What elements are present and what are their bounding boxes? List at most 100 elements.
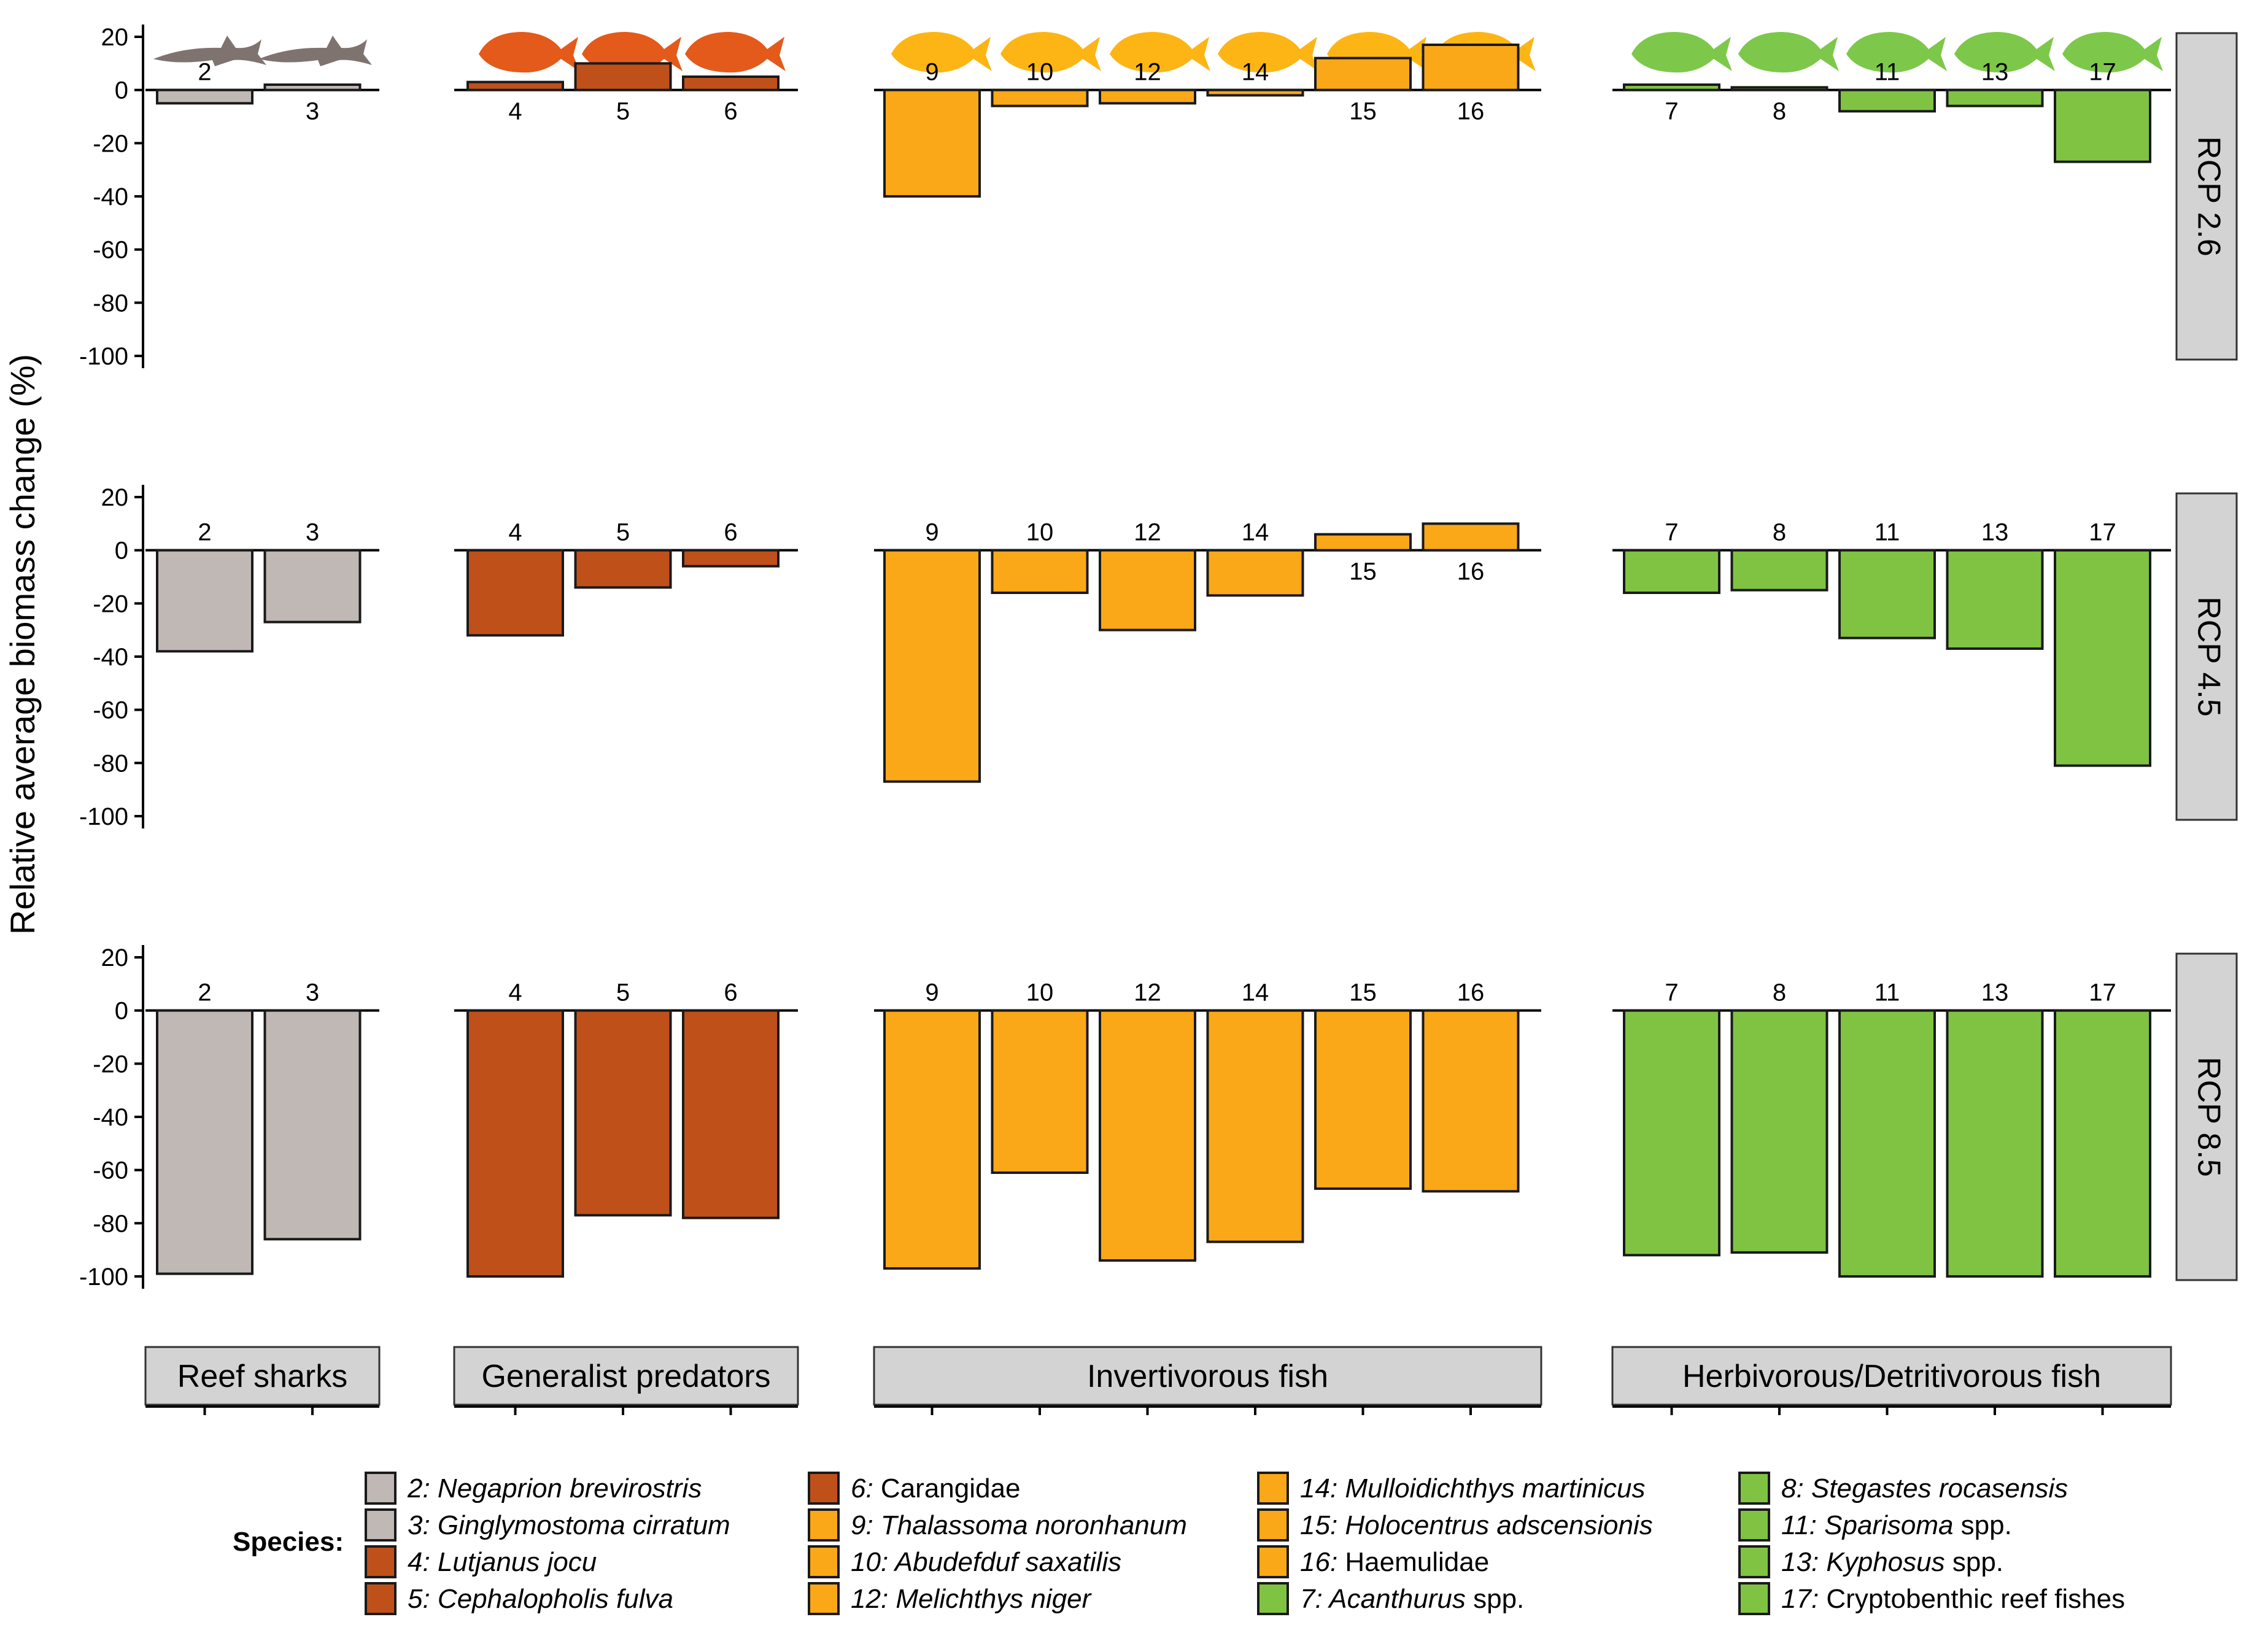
legend-label-3: 3: Ginglymostoma cirratum <box>408 1510 730 1540</box>
bar-species-16 <box>1422 43 1520 91</box>
group-label: Generalist predators <box>481 1359 770 1394</box>
bar-label-5: 5 <box>616 519 630 546</box>
fish-icon <box>1110 32 1210 73</box>
bar-species-17 <box>2054 1009 2151 1278</box>
bar-label-11: 11 <box>1875 519 1900 546</box>
y-tick-label: -100 <box>79 803 128 830</box>
y-tick-label: -20 <box>93 590 128 617</box>
facet-strip <box>2175 32 2238 361</box>
legend-label-9: 9: Thalassoma noronhanum <box>851 1510 1187 1540</box>
bar-label-3: 3 <box>306 979 319 1006</box>
legend-label-4: 4: Lutjanus jocu <box>408 1547 597 1577</box>
bar-species-7 <box>1623 549 1720 594</box>
facet-label: RCP 4.5 <box>2191 596 2226 717</box>
legend-label-17: 17: Cryptobenthic reef fishes <box>1781 1584 2125 1614</box>
bar-species-3 <box>263 549 362 623</box>
bar-species-7 <box>1623 83 1720 91</box>
bar-label-3: 3 <box>306 519 319 546</box>
legend-label-13: 13: Kyphosus spp. <box>1781 1547 2003 1577</box>
legend-label-12: 12: Melichthys niger <box>851 1584 1093 1614</box>
bar-species-15 <box>1314 533 1412 552</box>
bar-species-17 <box>2054 88 2151 163</box>
legend-key-9 <box>808 1508 840 1542</box>
bar-species-13 <box>1946 1009 2044 1278</box>
bar-species-10 <box>991 88 1089 107</box>
y-tick-label: -20 <box>93 130 128 157</box>
group-strip <box>144 1346 381 1406</box>
legend-label-5: 5: Cephalopholis fulva <box>408 1584 673 1614</box>
y-tick-label: -60 <box>93 237 128 264</box>
bar-label-9: 9 <box>925 519 938 546</box>
bar-species-11 <box>1838 549 1936 639</box>
bar-label-8: 8 <box>1773 519 1786 546</box>
bar-species-14 <box>1206 1009 1304 1243</box>
fish-icon <box>479 32 579 73</box>
y-tick-label: 20 <box>101 24 129 51</box>
bar-species-2 <box>156 88 253 105</box>
bar-species-2 <box>156 549 253 653</box>
group-label: Invertivorous fish <box>1087 1359 1328 1394</box>
bar-species-6 <box>682 549 780 568</box>
y-tick-label: 20 <box>101 944 129 971</box>
bar-species-8 <box>1730 1009 1828 1254</box>
legend-key-2 <box>365 1472 397 1505</box>
bar-species-8 <box>1730 86 1828 91</box>
bar-label-9: 9 <box>925 59 938 86</box>
bar-species-12 <box>1099 549 1196 631</box>
legend-key-12 <box>808 1582 840 1615</box>
y-tick-label: -20 <box>93 1051 128 1078</box>
bar-species-16 <box>1422 522 1520 552</box>
bar-label-8: 8 <box>1773 979 1786 1006</box>
bar-label-13: 13 <box>1981 519 2009 546</box>
bar-label-5: 5 <box>616 979 630 1006</box>
legend-key-16 <box>1257 1545 1289 1578</box>
legend-label-15: 15: Holocentrus adscensionis <box>1300 1510 1653 1540</box>
bar-label-14: 14 <box>1242 979 1269 1006</box>
bar-species-14 <box>1206 88 1304 97</box>
y-tick-label: -60 <box>93 697 128 724</box>
legend-label-8: 8: Stegastes rocasensis <box>1781 1473 2068 1503</box>
panel-rcp-4-5: 20 0 -20 -40 -60 -80 -100 2 3 4 5 6 9 10 12 14 15 16 7 8 11 1… <box>79 484 2238 830</box>
bar-species-10 <box>991 1009 1089 1174</box>
bar-species-13 <box>1946 549 2044 650</box>
bar-label-10: 10 <box>1026 519 1054 546</box>
y-tick-label: 0 <box>115 77 128 104</box>
bar-species-4 <box>466 549 564 637</box>
bar-label-14: 14 <box>1242 519 1269 546</box>
y-tick-label: -40 <box>93 1104 128 1131</box>
y-tick-label: -40 <box>93 644 128 671</box>
bar-label-10: 10 <box>1026 979 1054 1006</box>
bar-species-2 <box>156 1009 253 1275</box>
fish-icon <box>1218 32 1318 73</box>
y-tick-label: -80 <box>93 290 128 317</box>
fish-icon <box>1846 32 1947 73</box>
group-label: Reef sharks <box>177 1359 347 1394</box>
legend-label-14: 14: Mulloidichthys martinicus <box>1300 1473 1645 1503</box>
legend-label-7: 7: Acanthurus spp. <box>1300 1584 1524 1614</box>
bar-species-4 <box>466 80 564 91</box>
bar-label-3: 3 <box>306 98 319 125</box>
bar-label-7: 7 <box>1665 98 1678 125</box>
legend-key-5 <box>365 1582 397 1615</box>
bar-label-17: 17 <box>2089 979 2116 1006</box>
facet-label: RCP 8.5 <box>2191 1057 2226 1177</box>
facet-label: RCP 2.6 <box>2191 136 2226 257</box>
facet-strip <box>2175 492 2238 821</box>
fish-icon <box>1000 32 1101 73</box>
bar-label-4: 4 <box>508 98 522 125</box>
bar-label-12: 12 <box>1134 979 1161 1006</box>
group-label: Herbivorous/Detritivorous fish <box>1682 1359 2101 1394</box>
bar-species-4 <box>466 1009 564 1278</box>
bar-species-16 <box>1422 1009 1520 1193</box>
bar-label-12: 12 <box>1134 59 1161 86</box>
y-tick-label: 0 <box>115 998 128 1025</box>
legend-label-11: 11: Sparisoma spp. <box>1781 1510 2012 1540</box>
legend-key-10 <box>808 1545 840 1578</box>
legend-key-13 <box>1738 1545 1770 1578</box>
legend: Species: 2: Negaprion brevirostris 3: Ging… <box>233 1472 2125 1615</box>
bar-species-11 <box>1838 1009 1936 1278</box>
bar-label-2: 2 <box>198 979 211 1006</box>
bar-label-6: 6 <box>724 979 737 1006</box>
bar-species-14 <box>1206 549 1304 597</box>
